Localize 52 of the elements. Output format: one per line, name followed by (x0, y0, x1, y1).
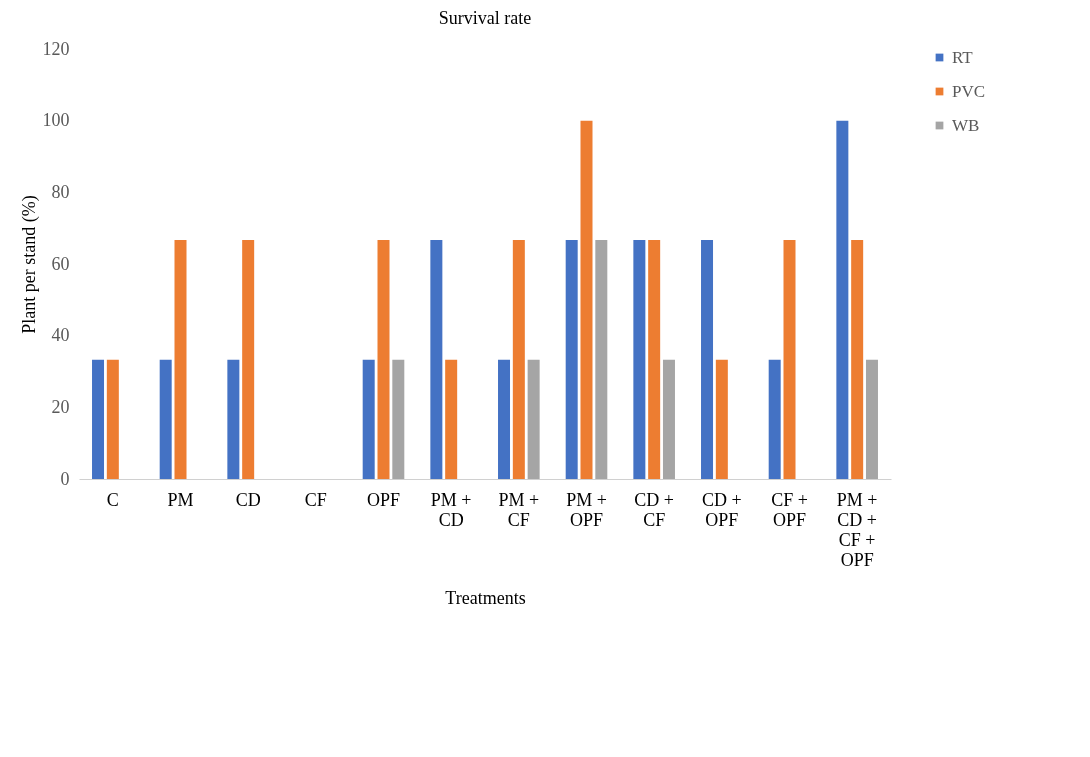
y-tick-label: 40 (51, 325, 70, 346)
bar (106, 359, 119, 479)
y-tick-label: 20 (51, 396, 70, 417)
bar (633, 239, 646, 479)
bar (174, 239, 187, 479)
bar (648, 239, 661, 479)
x-tick-label: PM + OPF (566, 489, 607, 530)
bar (512, 239, 525, 479)
bar (392, 359, 405, 479)
bar (783, 239, 796, 479)
x-tick-label: PM + CD + CF + OPF (836, 489, 878, 570)
y-tick-label: 100 (42, 110, 70, 131)
bar (445, 359, 458, 479)
x-tick-label: CF (304, 489, 327, 510)
x-axis-title: Treatments (445, 587, 526, 608)
bar (430, 239, 443, 479)
legend-label: PVC (952, 81, 986, 101)
x-tick-label: CD + OPF (702, 489, 742, 530)
bar (836, 120, 849, 479)
bar (662, 359, 675, 479)
bar (701, 239, 714, 479)
x-tick-label: CD + CF (634, 489, 674, 530)
bar (242, 239, 255, 479)
x-tick-label: OPF (366, 489, 401, 510)
bar (498, 359, 511, 479)
y-axis-title: Plant per stand (%) (18, 195, 40, 334)
x-tick-label: CF + OPF (771, 489, 808, 530)
bar (92, 359, 105, 479)
x-tick-label: C (106, 489, 119, 510)
bar (159, 359, 172, 479)
bar (527, 359, 540, 479)
bar (715, 359, 728, 479)
bar (377, 239, 390, 479)
x-tick-label: CD (235, 489, 261, 510)
x-tick-label: PM + CD (430, 489, 472, 530)
y-tick-label: 60 (51, 253, 70, 274)
chart-title: Survival rate (438, 8, 532, 28)
bar (362, 359, 375, 479)
y-tick-label: 120 (42, 38, 70, 59)
bar (768, 359, 781, 479)
bar (595, 239, 608, 479)
bar (865, 359, 878, 479)
legend-label: RT (952, 47, 974, 67)
bar (851, 239, 864, 479)
x-tick-label: PM + CF (498, 489, 540, 530)
bar (227, 359, 240, 479)
bar (580, 120, 593, 479)
legend-label: WB (952, 115, 980, 135)
bar (565, 239, 578, 479)
y-tick-label: 0 (60, 468, 70, 489)
x-tick-label: PM (167, 489, 194, 510)
y-tick-label: 80 (51, 181, 70, 202)
